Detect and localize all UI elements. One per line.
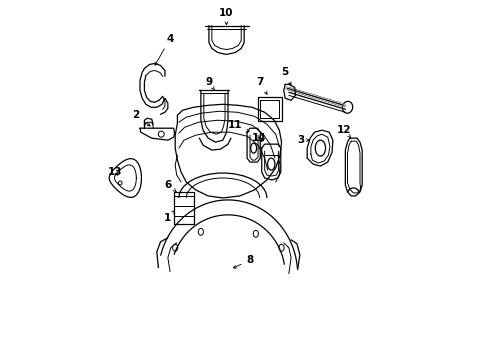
Text: 11: 11 bbox=[227, 120, 249, 132]
Text: 4: 4 bbox=[155, 33, 173, 65]
Text: 13: 13 bbox=[107, 167, 122, 177]
Text: 9: 9 bbox=[205, 77, 214, 90]
Text: 14: 14 bbox=[251, 133, 265, 143]
Text: 10: 10 bbox=[219, 8, 233, 25]
Text: 6: 6 bbox=[164, 180, 176, 192]
Text: 7: 7 bbox=[255, 77, 266, 94]
Text: 2: 2 bbox=[132, 110, 150, 126]
Text: 8: 8 bbox=[233, 255, 253, 268]
Text: 1: 1 bbox=[164, 211, 174, 223]
Text: 5: 5 bbox=[281, 67, 290, 85]
Text: 3: 3 bbox=[297, 135, 308, 145]
Text: 12: 12 bbox=[336, 125, 350, 138]
